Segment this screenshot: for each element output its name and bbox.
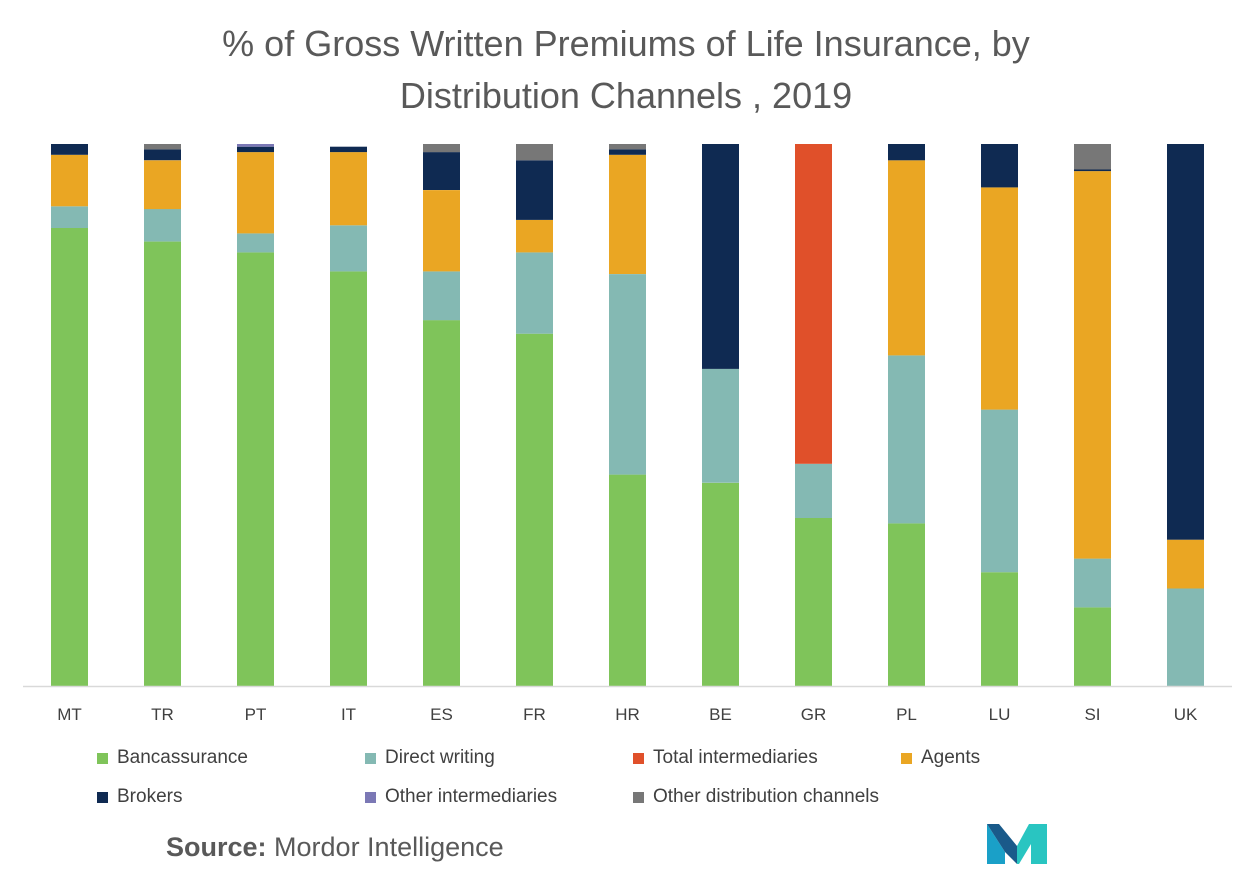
legend-item-5: Other intermediaries: [365, 785, 557, 809]
legend-item-2: Total intermediaries: [633, 746, 818, 770]
bar-tr-series-6: [144, 144, 181, 150]
legend-item-4: Brokers: [97, 785, 182, 809]
bar-es-series-4: [423, 152, 460, 190]
legend-swatch-2: [633, 752, 644, 764]
x-tick-label-pt: PT: [245, 705, 267, 724]
bar-gr-series-2: [795, 144, 832, 464]
legend-swatch-3: [901, 752, 912, 764]
legend-item-6: Other distribution channels: [633, 785, 879, 809]
bar-lu-series-0: [981, 572, 1018, 686]
legend-swatch-6: [633, 791, 644, 803]
source-text: Mordor Intelligence: [266, 832, 504, 862]
bar-hr-series-6: [609, 144, 646, 150]
bar-pl-series-1: [888, 355, 925, 524]
bar-pt-series-3: [237, 152, 274, 234]
bar-lu-series-4: [981, 144, 1018, 188]
x-tick-label-uk: UK: [1174, 705, 1198, 724]
legend-swatch-4: [97, 791, 108, 803]
bar-mt-series-4: [51, 144, 88, 155]
x-tick-labels: MT TR PT IT ES FR HR BE GR PL LU SI UK: [57, 705, 1198, 724]
mordor-intelligence-logo-icon: [987, 824, 1047, 864]
bar-it-series-3: [330, 152, 367, 226]
bar-hr-series-0: [609, 474, 646, 686]
bar-pl-series-0: [888, 523, 925, 686]
x-tick-label-fr: FR: [523, 705, 546, 724]
bar-tr-series-1: [144, 209, 181, 242]
chart-title: % of Gross Written Premiums of Life Insu…: [0, 18, 1252, 122]
bar-hr-series-4: [609, 149, 646, 155]
bar-pl-series-4: [888, 144, 925, 161]
legend-label-1: Direct writing: [385, 747, 495, 768]
bar-es-series-1: [423, 271, 460, 321]
x-tick-label-es: ES: [430, 705, 453, 724]
bar-si-series-6: [1074, 144, 1111, 170]
legend-label-5: Other intermediaries: [385, 786, 558, 807]
bar-lu-series-1: [981, 409, 1018, 573]
bar-uk-series-4: [1167, 144, 1204, 540]
bar-pt-series-4: [237, 146, 274, 153]
bar-gr-series-1: [795, 463, 832, 518]
legend-label-4: Brokers: [117, 786, 183, 807]
bar-pt-series-5: [237, 144, 274, 147]
bar-si-series-4: [1074, 169, 1111, 172]
x-tick-label-mt: MT: [57, 705, 82, 724]
bar-it-series-4: [330, 146, 367, 153]
bar-fr-series-4: [516, 160, 553, 220]
bar-mt-series-3: [51, 154, 88, 207]
bar-mt-series-1: [51, 206, 88, 228]
bar-tr-series-3: [144, 160, 181, 210]
chart-title-line-1: % of Gross Written Premiums of Life Insu…: [222, 23, 1030, 64]
bar-lu-series-3: [981, 187, 1018, 410]
bar-fr-series-0: [516, 333, 553, 686]
bar-be-series-4: [702, 144, 739, 369]
x-tick-label-si: SI: [1084, 705, 1100, 724]
bar-hr-series-1: [609, 274, 646, 475]
legend-swatch-0: [97, 752, 108, 764]
bar-pl-series-3: [888, 160, 925, 356]
bar-si-series-1: [1074, 558, 1111, 608]
legend-swatch-1: [365, 752, 376, 764]
x-tick-label-tr: TR: [151, 705, 174, 724]
legend-label-0: Bancassurance: [117, 747, 248, 768]
bar-it-series-0: [330, 271, 367, 686]
bar-fr-series-3: [516, 219, 553, 253]
bar-fr-series-1: [516, 252, 553, 334]
x-tick-label-gr: GR: [801, 705, 827, 724]
legend-swatch-5: [365, 791, 376, 803]
source-note: Source: Mordor Intelligence: [166, 832, 504, 863]
bar-be-series-1: [702, 368, 739, 483]
bar-mt-series-0: [51, 228, 88, 686]
x-tick-label-pl: PL: [896, 705, 917, 724]
bar-pt-series-0: [237, 252, 274, 686]
legend-label-3: Agents: [921, 747, 981, 768]
bar-fr-series-6: [516, 144, 553, 161]
bar-pt-series-1: [237, 233, 274, 253]
x-tick-label-hr: HR: [615, 705, 640, 724]
bars-group: [51, 144, 1204, 687]
x-tick-label-it: IT: [341, 705, 356, 724]
bar-it-series-1: [330, 225, 367, 272]
bar-uk-series-1: [1167, 588, 1204, 686]
chart-title-line-2: Distribution Channels , 2019: [399, 75, 853, 116]
x-tick-label-lu: LU: [989, 705, 1011, 724]
bar-es-series-3: [423, 190, 460, 272]
bar-si-series-0: [1074, 607, 1111, 686]
bar-gr-series-0: [795, 518, 832, 686]
legend-item-0: Bancassurance: [97, 746, 248, 770]
legend-item-1: Direct writing: [365, 746, 495, 770]
bar-tr-series-0: [144, 241, 181, 686]
x-tick-label-be: BE: [709, 705, 732, 724]
legend-label-2: Total intermediaries: [653, 747, 818, 768]
legend-item-3: Agents: [901, 746, 980, 770]
bar-tr-series-4: [144, 149, 181, 161]
legend-label-6: Other distribution channels: [653, 786, 880, 807]
bar-uk-series-3: [1167, 539, 1204, 589]
bar-es-series-0: [423, 320, 460, 686]
bar-hr-series-3: [609, 154, 646, 274]
source-label: Source:: [166, 832, 267, 862]
bar-si-series-3: [1074, 171, 1111, 559]
bar-be-series-0: [702, 482, 739, 687]
bar-es-series-6: [423, 144, 460, 153]
